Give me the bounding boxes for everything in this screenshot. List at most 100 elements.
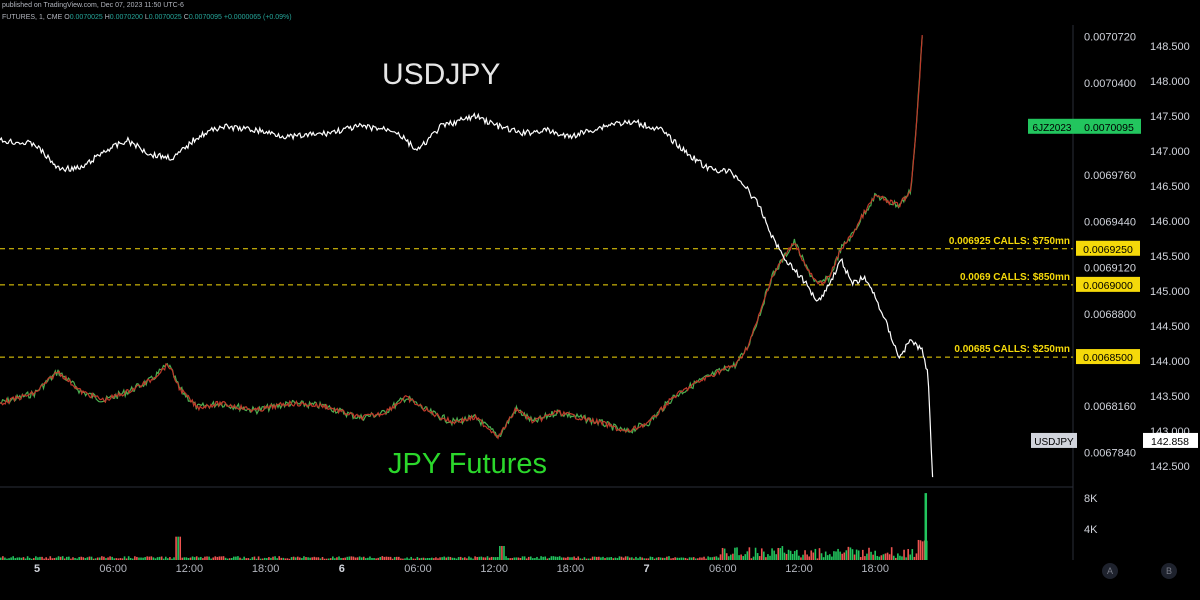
volume-bar: [313, 556, 316, 560]
usdjpy-series-line: [0, 112, 934, 478]
volume-bar: [61, 556, 64, 560]
volume-bar: [808, 556, 810, 560]
volume-bar: [49, 556, 52, 560]
volume-bar: [721, 547, 724, 560]
volume-bar: [294, 557, 297, 560]
volume-bar: [461, 557, 464, 560]
volume-bar: [853, 554, 856, 560]
volume-bar: [697, 558, 699, 560]
volume-bar: [659, 557, 662, 560]
volume-bar: [284, 558, 287, 560]
futures-series-line-down: [0, 34, 923, 440]
volume-bar: [645, 558, 648, 560]
volume-bar: [296, 556, 299, 560]
volume-bar: [362, 556, 365, 560]
volume-bar: [129, 558, 132, 560]
futures-symbol-tag: [1028, 118, 1077, 134]
volume-bar: [901, 556, 903, 560]
volume-bar: [451, 557, 454, 560]
volume-bar: [179, 536, 182, 560]
volume-bar: [579, 558, 582, 560]
volume-bar: [200, 556, 202, 560]
volume-bar: [389, 556, 392, 560]
volume-bar: [546, 558, 549, 560]
volume-bar: [80, 556, 83, 560]
volume-bar: [191, 556, 194, 560]
volume-bar: [864, 556, 866, 560]
volume-bar: [637, 558, 639, 560]
volume-bar: [437, 558, 439, 560]
volume-bar: [142, 557, 144, 560]
volume-bar: [156, 557, 159, 560]
volume-bar: [290, 557, 293, 560]
volume-bar: [92, 558, 95, 560]
volume-bar: [468, 556, 470, 560]
volume-bar: [534, 558, 536, 560]
volume-bar: [321, 556, 324, 560]
volume-bar: [499, 546, 501, 560]
volume-bar: [286, 558, 289, 560]
volume-bar: [709, 557, 712, 560]
volume-bar: [334, 558, 336, 560]
volume-bar: [859, 557, 862, 560]
volume-bar: [622, 557, 625, 560]
volume-bar: [441, 557, 443, 560]
volume-bar: [10, 557, 12, 560]
volume-bar: [556, 556, 559, 560]
volume-bar: [612, 558, 615, 560]
volume-bar: [682, 557, 685, 560]
volume-bar: [185, 557, 188, 560]
volume-bar: [152, 557, 155, 560]
volume-bar: [344, 557, 346, 560]
volume-bar: [138, 557, 140, 560]
volume-bar: [841, 553, 843, 560]
volume-bar: [569, 557, 571, 560]
volume-bar: [162, 558, 165, 560]
time-axis-tick: 6: [339, 563, 345, 575]
volume-bar: [0, 557, 2, 560]
volume-bar: [257, 556, 260, 560]
volume-bar: [323, 558, 326, 560]
volume-bar: [338, 556, 340, 560]
volume-bar: [164, 556, 167, 560]
volume-bar: [109, 556, 111, 560]
futures-axis-tick: 0.0070720: [1084, 32, 1136, 44]
volume-bar: [43, 558, 45, 560]
volume-bar: [606, 557, 608, 560]
volume-bar: [760, 548, 763, 560]
volume-bar: [492, 557, 495, 560]
auto-scale-button[interactable]: A: [1102, 563, 1118, 579]
volume-bar: [822, 557, 825, 560]
volume-bar: [862, 549, 864, 560]
volume-bar: [919, 540, 922, 560]
volume-bar: [732, 553, 734, 560]
volume-bar: [327, 558, 330, 560]
volume-bar: [903, 549, 905, 560]
volume-bar: [845, 550, 848, 560]
volume-bar: [686, 558, 689, 560]
volume-bar: [8, 558, 10, 560]
volume-bar: [356, 557, 359, 560]
volume-bar: [447, 556, 450, 560]
volume-bar: [806, 554, 808, 560]
volume-bar: [76, 558, 78, 560]
volume-bar: [431, 557, 433, 560]
volume-bar: [228, 558, 231, 560]
volume-bar: [552, 556, 555, 560]
ohlc-key-c: C: [181, 14, 189, 21]
volume-bar: [241, 558, 243, 560]
volume-bar: [325, 558, 328, 560]
volume-bar: [727, 556, 730, 560]
volume-bar: [633, 558, 635, 560]
volume-bar: [692, 557, 695, 560]
volume-bar: [480, 556, 483, 560]
volume-bar: [754, 547, 757, 560]
time-axis-tick: 12:00: [480, 563, 508, 575]
futures-price-tag: [1077, 118, 1141, 134]
log-scale-button[interactable]: B: [1161, 563, 1177, 579]
volume-bar: [501, 546, 503, 560]
volume-bar: [635, 556, 637, 560]
volume-bar: [503, 546, 505, 560]
published-header: published on TradingView.com, Dec 07, 20…: [2, 2, 184, 9]
